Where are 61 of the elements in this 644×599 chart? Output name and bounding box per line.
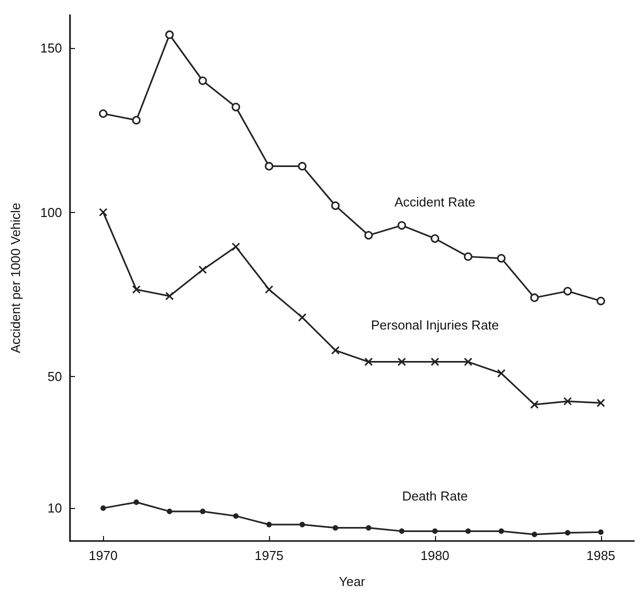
y-axis-title: Accident per 1000 Vehicle <box>8 202 23 354</box>
point <box>233 513 239 519</box>
point <box>331 346 340 355</box>
point <box>497 369 506 378</box>
point <box>430 234 440 243</box>
x-axis-title: Year <box>338 574 366 589</box>
series-label: Personal Injuries Rate <box>370 318 499 333</box>
series-label: Accident Rate <box>394 194 476 210</box>
point <box>399 528 405 534</box>
point <box>232 242 240 252</box>
point <box>398 358 406 366</box>
point <box>596 398 606 408</box>
point <box>100 505 106 511</box>
y-tick-label: 50 <box>48 369 62 384</box>
point <box>299 522 305 528</box>
point <box>198 76 207 85</box>
point <box>530 400 539 409</box>
point <box>298 313 306 322</box>
point <box>132 285 141 294</box>
x-tick-label: 1975 <box>254 548 284 563</box>
point <box>264 162 274 170</box>
point <box>497 254 506 263</box>
series-label: Death Rate <box>402 488 468 504</box>
x-tick-label: 1970 <box>88 548 118 563</box>
point <box>596 296 606 306</box>
point <box>298 162 306 170</box>
point <box>498 528 504 534</box>
y-tick-label: 100 <box>40 204 62 220</box>
point <box>198 266 207 274</box>
point <box>564 530 570 536</box>
point <box>98 208 108 216</box>
point <box>331 201 340 210</box>
point <box>134 499 140 505</box>
point <box>364 358 373 366</box>
x-tick-label: 1980 <box>420 548 450 563</box>
point <box>266 522 272 528</box>
point <box>98 109 108 118</box>
point <box>232 102 240 112</box>
point <box>432 528 438 534</box>
point <box>332 525 338 531</box>
point <box>598 529 604 535</box>
point <box>166 508 172 514</box>
y-tick-label: 10 <box>48 500 62 516</box>
x-tick-label: 1985 <box>586 548 616 563</box>
point <box>165 30 174 39</box>
point <box>165 292 174 300</box>
y-tick-label: 150 <box>40 40 62 56</box>
point <box>563 397 572 406</box>
point <box>530 293 539 302</box>
point <box>465 528 471 534</box>
point <box>563 286 572 296</box>
point <box>464 358 472 366</box>
point <box>430 358 440 366</box>
point <box>200 508 206 514</box>
point <box>364 231 373 240</box>
point <box>132 116 141 124</box>
point <box>264 285 274 294</box>
point <box>464 252 472 261</box>
point <box>532 532 538 538</box>
point <box>398 221 406 230</box>
point <box>366 525 372 531</box>
